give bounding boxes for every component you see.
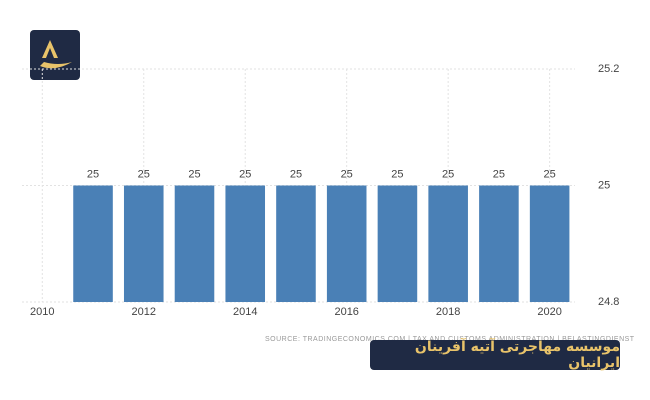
value-label: 25 <box>341 168 353 180</box>
value-label: 25 <box>391 168 403 180</box>
value-label: 25 <box>188 168 200 180</box>
bar <box>174 185 215 302</box>
x-tick-label: 2010 <box>30 306 54 318</box>
logo <box>30 30 80 80</box>
value-label: 25 <box>442 168 454 180</box>
bar <box>276 185 316 302</box>
bar <box>377 185 418 302</box>
value-label: 25 <box>138 168 150 180</box>
bar <box>73 185 113 302</box>
bar <box>529 185 570 302</box>
bar <box>225 185 266 302</box>
banner: موسسه مهاجرتی آتیه آفرینان ایرانیان <box>370 339 620 371</box>
y-tick-label: 25.2 <box>598 63 619 75</box>
bar <box>428 185 468 302</box>
value-label: 25 <box>87 168 99 180</box>
source: SOURCE: TRADINGECONOMICS.COM | TAX AND C… <box>265 336 635 343</box>
bar <box>123 185 164 302</box>
value-label: 25 <box>544 168 556 180</box>
x-tick-label: 2012 <box>132 306 156 318</box>
x-tick-label: 2016 <box>334 306 358 318</box>
y-tick-label: 25 <box>598 179 610 191</box>
x-tick-label: 2020 <box>537 306 561 318</box>
value-label: 25 <box>493 168 505 180</box>
bar <box>479 185 519 302</box>
y-tick-label: 24.8 <box>598 296 619 308</box>
value-label: 25 <box>239 168 251 180</box>
value-label: 25 <box>290 168 302 180</box>
bar <box>326 185 367 302</box>
x-tick-label: 2018 <box>436 306 460 318</box>
x-tick-label: 2014 <box>233 306 257 318</box>
